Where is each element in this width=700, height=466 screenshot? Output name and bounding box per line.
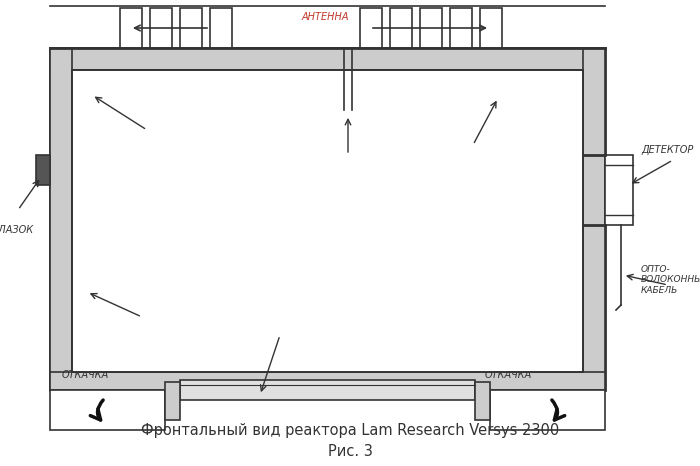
- Bar: [420, 8, 442, 48]
- Bar: [165, 382, 180, 420]
- Bar: [450, 8, 472, 48]
- Bar: [50, 390, 165, 430]
- Text: Рис. 3: Рис. 3: [328, 445, 372, 459]
- Bar: [490, 390, 605, 430]
- Bar: [72, 70, 583, 372]
- Bar: [50, 48, 605, 70]
- Bar: [480, 8, 502, 48]
- Bar: [390, 8, 412, 48]
- Bar: [475, 382, 490, 420]
- Text: ГЛАЗОК: ГЛАЗОК: [0, 225, 34, 235]
- Bar: [605, 155, 633, 225]
- Bar: [583, 48, 605, 390]
- Text: КЕРАМИКА: КЕРАМИКА: [144, 317, 199, 327]
- Text: ВВОД
ГАЗА: ВВОД ГАЗА: [342, 170, 370, 192]
- Bar: [360, 8, 382, 48]
- Text: ОТКАЧКА: ОТКАЧКА: [485, 370, 532, 380]
- Text: Фронтальный вид реактора Lam Research Versys 2300: Фронтальный вид реактора Lam Research Ve…: [141, 423, 559, 438]
- Bar: [150, 8, 172, 48]
- Bar: [50, 372, 605, 390]
- Text: Al2O3: Al2O3: [150, 130, 179, 140]
- Bar: [36, 155, 50, 185]
- Bar: [180, 8, 202, 48]
- Text: ПЛАСТИНА: ПЛАСТИНА: [252, 315, 308, 325]
- Text: ДЕТЕКТОР: ДЕТЕКТОР: [641, 145, 693, 155]
- Bar: [180, 380, 475, 400]
- Bar: [50, 48, 72, 390]
- Bar: [120, 8, 142, 48]
- Bar: [210, 8, 232, 48]
- Bar: [50, 48, 605, 390]
- Text: ОТКАЧКА: ОТКАЧКА: [62, 370, 109, 380]
- Text: КВАРЦЕВОЕ
ОКНО: КВАРЦЕВОЕ ОКНО: [458, 165, 518, 186]
- Text: ОПТО-
ВОЛОКОННЫЙ
КАБЕЛЬ: ОПТО- ВОЛОКОННЫЙ КАБЕЛЬ: [641, 265, 700, 295]
- Text: АНТЕННА: АНТЕННА: [301, 12, 349, 22]
